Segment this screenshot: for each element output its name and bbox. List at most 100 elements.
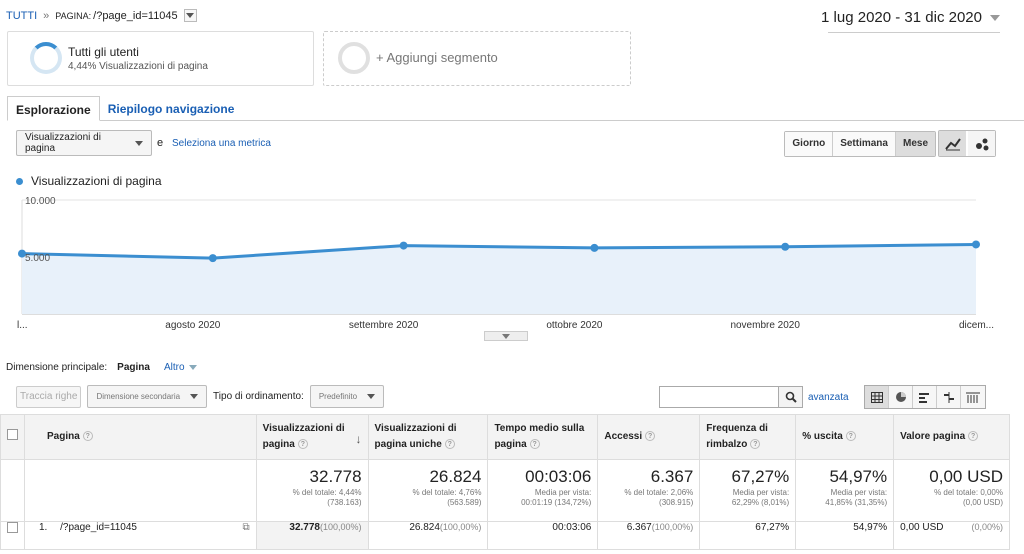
table-search-input[interactable] bbox=[660, 387, 778, 407]
sort-desc-icon: ↓ bbox=[355, 432, 362, 446]
plot-rows-button[interactable]: Traccia righe bbox=[16, 385, 82, 408]
x-tick-label: ottobre 2020 bbox=[546, 320, 603, 331]
other-dimension-dropdown[interactable]: Altro bbox=[164, 362, 197, 373]
total-value: 54,97% bbox=[829, 467, 888, 486]
row-bounce: 67,27% bbox=[699, 521, 797, 550]
row-index: 1. bbox=[39, 522, 48, 533]
total-note-2: (738.163) bbox=[327, 498, 362, 507]
other-dimension-label: Altro bbox=[163, 362, 185, 373]
metric-select[interactable]: Visualizzazioni di pagina bbox=[16, 130, 152, 156]
help-icon[interactable]: ? bbox=[297, 439, 308, 450]
search-icon bbox=[785, 391, 797, 403]
search-button[interactable] bbox=[778, 387, 802, 407]
help-icon[interactable]: ? bbox=[845, 431, 856, 442]
help-icon[interactable]: ? bbox=[82, 431, 93, 442]
chart-legend: Visualizzazioni di pagina bbox=[16, 174, 162, 188]
secondary-dimension-select[interactable]: Dimensione secondaria bbox=[87, 385, 208, 408]
help-icon[interactable]: ? bbox=[750, 439, 761, 450]
segment-all-users[interactable]: Tutti gli utenti 4,44% Visualizzazioni d… bbox=[7, 31, 314, 86]
series-area bbox=[22, 244, 976, 314]
data-point bbox=[18, 249, 26, 258]
primary-dimension-label: Dimensione principale: bbox=[6, 362, 108, 373]
tab-esplorazione[interactable]: Esplorazione bbox=[7, 96, 100, 121]
metric-conjunction: e bbox=[157, 137, 164, 149]
granularity-week-button[interactable]: Settimana bbox=[833, 132, 896, 156]
table-view-toggle bbox=[864, 385, 986, 409]
row-page-link[interactable]: /?page_id=11045 bbox=[60, 522, 137, 533]
motion-chart-button[interactable] bbox=[968, 131, 995, 156]
breadcrumb-dropdown-button[interactable] bbox=[183, 9, 197, 22]
header-entrances-label: Accessi bbox=[604, 431, 643, 442]
header-page-label: Pagina bbox=[47, 431, 80, 442]
select-metric-link[interactable]: Seleziona una metrica bbox=[172, 138, 271, 149]
header-bounce-label: Frequenza di rimbalzo bbox=[706, 423, 768, 450]
table-row[interactable]: 1. /?page_id=11045 ⧉ 32.778(100,00%) 26.… bbox=[0, 521, 1010, 550]
header-value-label: Valore pagina bbox=[900, 431, 966, 442]
breadcrumb-root-link[interactable]: TUTTI bbox=[6, 9, 38, 22]
chevron-down-icon bbox=[135, 140, 143, 146]
legend-label: Visualizzazioni di pagina bbox=[31, 174, 162, 188]
comparison-view-button[interactable] bbox=[937, 386, 961, 408]
data-table-view-button[interactable] bbox=[865, 386, 889, 408]
advanced-filter-link[interactable]: avanzata bbox=[808, 392, 849, 403]
total-note-2: (308.915) bbox=[659, 498, 694, 507]
total-pageviews: 32.778 % del totale: 4,44% (738.163) bbox=[255, 459, 369, 522]
date-range-text: 1 lug 2020 - 31 dic 2020 bbox=[821, 9, 982, 26]
help-icon[interactable]: ? bbox=[529, 439, 540, 450]
x-tick-label: novembre 2020 bbox=[730, 320, 800, 331]
y-tick-label: 5.000 bbox=[25, 253, 50, 264]
row-value-pct: (0,00%) bbox=[971, 522, 1003, 532]
row-checkbox[interactable] bbox=[7, 522, 18, 533]
data-point bbox=[590, 243, 599, 252]
row-page-cell: 1. /?page_id=11045 ⧉ bbox=[24, 521, 257, 550]
total-note-2: 41,85% (31,35%) bbox=[825, 498, 888, 507]
tab-riepilogo-navigazione[interactable]: Riepilogo navigazione bbox=[107, 102, 235, 116]
line-chart-button[interactable] bbox=[939, 131, 966, 156]
empty-segment-ring-icon bbox=[338, 42, 370, 74]
header-pageviews[interactable]: Visualizzazioni di pagina? ↓ bbox=[255, 414, 369, 460]
help-icon[interactable]: ? bbox=[968, 431, 979, 442]
date-range-picker[interactable]: 1 lug 2020 - 31 dic 2020 bbox=[821, 9, 1000, 26]
granularity-day-button[interactable]: Giorno bbox=[785, 132, 834, 156]
header-page-value[interactable]: Valore pagina? bbox=[893, 414, 1010, 460]
row-entrances-value: 6.367 bbox=[626, 522, 652, 533]
total-value: 0,00 USD bbox=[929, 467, 1003, 486]
x-tick-label: dicem... bbox=[959, 320, 994, 331]
grid-icon bbox=[870, 391, 883, 403]
open-external-icon[interactable]: ⧉ bbox=[242, 522, 250, 533]
select-all-checkbox[interactable] bbox=[7, 428, 18, 440]
header-exit-label: % uscita bbox=[802, 431, 843, 442]
total-note: Media per vista: bbox=[534, 488, 592, 497]
header-avg-time[interactable]: Tempo medio sulla pagina? bbox=[487, 414, 599, 460]
header-exit-rate[interactable]: % uscita? bbox=[795, 414, 895, 460]
total-note: Media per vista: bbox=[732, 488, 790, 497]
report-tabs: Esplorazione Riepilogo navigazione bbox=[7, 96, 1024, 121]
row-value-value: 0,00 USD bbox=[900, 522, 944, 533]
header-page[interactable]: Pagina? bbox=[24, 414, 257, 460]
segment-subtitle: 4,44% Visualizzazioni di pagina bbox=[68, 61, 208, 72]
total-note: Media per vista: bbox=[830, 488, 888, 497]
header-entrances[interactable]: Accessi? bbox=[597, 414, 701, 460]
sort-type-select[interactable]: Predefinito bbox=[309, 385, 385, 408]
x-tick-label: l... bbox=[17, 320, 28, 331]
pivot-view-button[interactable] bbox=[961, 386, 985, 408]
add-segment-button[interactable]: + Aggiungi segmento bbox=[323, 31, 631, 86]
performance-view-button[interactable] bbox=[913, 386, 937, 408]
help-icon[interactable]: ? bbox=[444, 439, 455, 450]
breadcrumb-label: PAGINA: bbox=[55, 10, 92, 21]
pivot-icon bbox=[966, 392, 980, 403]
header-bounce-rate[interactable]: Frequenza di rimbalzo? bbox=[699, 414, 797, 460]
header-unique-label: Visualizzazioni di pagina uniche bbox=[374, 423, 457, 450]
pie-chart-icon bbox=[895, 392, 906, 402]
pie-view-button[interactable] bbox=[889, 386, 913, 408]
total-note: % del totale: 0,00% bbox=[934, 488, 1003, 497]
header-unique-pageviews[interactable]: Visualizzazioni di pagina uniche? bbox=[367, 414, 489, 460]
granularity-month-button[interactable]: Mese bbox=[895, 132, 935, 156]
data-point bbox=[208, 254, 217, 263]
header-avg-time-label: Tempo medio sulla pagina bbox=[494, 423, 585, 450]
total-value: 32.778 bbox=[309, 467, 362, 486]
total-note-2: 62,29% (8,01%) bbox=[731, 498, 790, 507]
pageviews-line-chart: 10.000 5.000 l... agosto 2020 settembre 2020… bbox=[17, 196, 994, 331]
help-icon[interactable]: ? bbox=[645, 431, 656, 442]
chart-resize-handle[interactable] bbox=[484, 331, 528, 341]
